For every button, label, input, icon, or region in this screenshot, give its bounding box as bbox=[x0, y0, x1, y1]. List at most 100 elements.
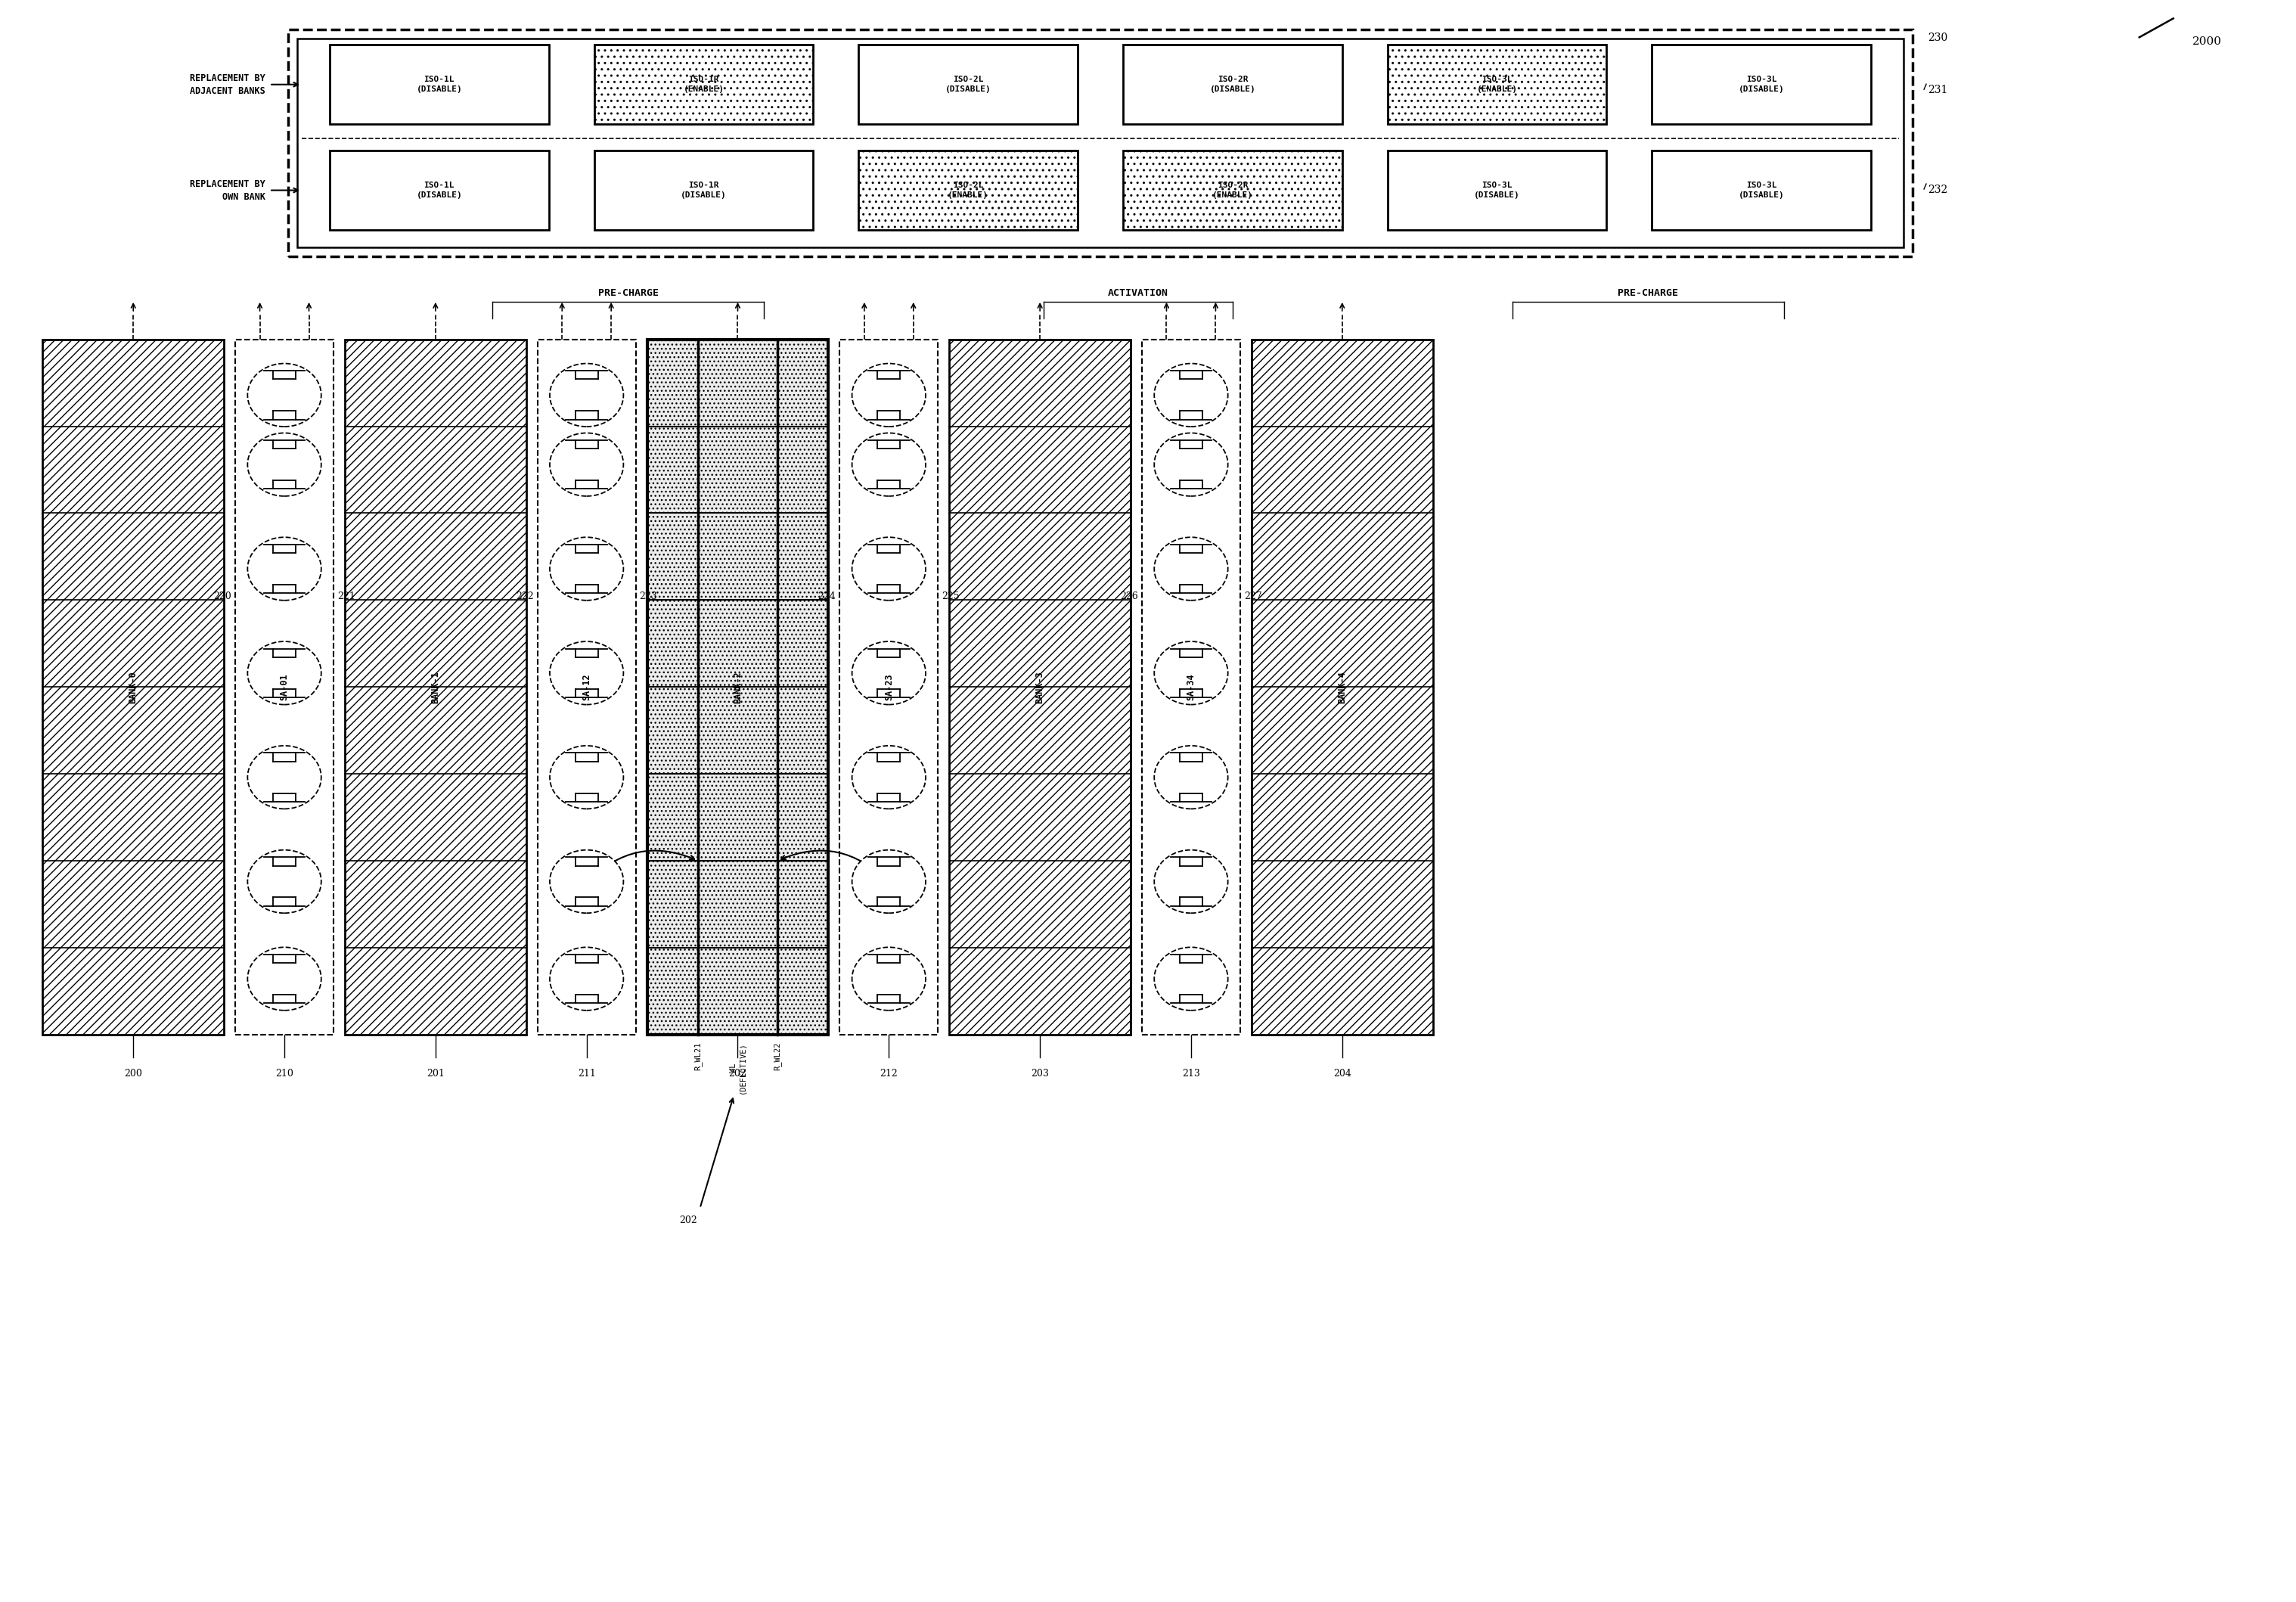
Ellipse shape bbox=[549, 364, 625, 426]
Ellipse shape bbox=[549, 947, 625, 1011]
Bar bbox=[234, 340, 333, 1035]
Text: R_WL21: R_WL21 bbox=[693, 1041, 703, 1070]
Text: ISO-3L
(DISABLE): ISO-3L (DISABLE) bbox=[1738, 181, 1784, 199]
Text: 204: 204 bbox=[1334, 1069, 1352, 1078]
Ellipse shape bbox=[248, 745, 321, 809]
Text: BANK-4: BANK-4 bbox=[1336, 671, 1348, 703]
Ellipse shape bbox=[248, 641, 321, 705]
Bar bbox=[1123, 45, 1343, 125]
Text: 225: 225 bbox=[941, 591, 960, 601]
Ellipse shape bbox=[248, 364, 321, 426]
Text: 220: 220 bbox=[214, 591, 232, 601]
Text: 2000: 2000 bbox=[2193, 37, 2223, 46]
Ellipse shape bbox=[248, 433, 321, 497]
Ellipse shape bbox=[852, 433, 925, 497]
Text: 222: 222 bbox=[517, 591, 533, 601]
Text: 232: 232 bbox=[1929, 184, 1947, 195]
Bar bbox=[1651, 45, 1871, 125]
Text: SA-34: SA-34 bbox=[1187, 673, 1196, 700]
Text: 200: 200 bbox=[124, 1069, 142, 1078]
Bar bbox=[1141, 340, 1240, 1035]
Ellipse shape bbox=[549, 745, 625, 809]
Text: ISO-2R
(ENABLE): ISO-2R (ENABLE) bbox=[1212, 181, 1254, 199]
Ellipse shape bbox=[1155, 947, 1228, 1011]
Text: PRE-CHARGE: PRE-CHARGE bbox=[597, 288, 659, 298]
Text: BANK-1: BANK-1 bbox=[432, 671, 441, 703]
Text: 226: 226 bbox=[1120, 591, 1139, 601]
Text: ISO-1L
(DISABLE): ISO-1L (DISABLE) bbox=[416, 75, 461, 93]
Ellipse shape bbox=[248, 851, 321, 913]
Text: BANK-3: BANK-3 bbox=[1035, 671, 1045, 703]
Ellipse shape bbox=[852, 745, 925, 809]
Text: ISO-3L
(DISABLE): ISO-3L (DISABLE) bbox=[1474, 181, 1520, 199]
Ellipse shape bbox=[1155, 851, 1228, 913]
Text: SA-12: SA-12 bbox=[581, 673, 592, 700]
Bar bbox=[859, 151, 1077, 231]
Bar bbox=[1651, 151, 1871, 231]
Text: ISO-3L
(DISABLE): ISO-3L (DISABLE) bbox=[1738, 75, 1784, 93]
Text: 210: 210 bbox=[276, 1069, 294, 1078]
Text: ISO-1L
(DISABLE): ISO-1L (DISABLE) bbox=[416, 181, 461, 199]
Bar bbox=[1387, 45, 1607, 125]
Ellipse shape bbox=[248, 947, 321, 1011]
Bar bbox=[647, 340, 829, 1035]
Bar bbox=[537, 340, 636, 1035]
Bar bbox=[859, 45, 1077, 125]
Text: 223: 223 bbox=[641, 591, 657, 601]
Bar bbox=[1123, 151, 1343, 231]
Bar bbox=[331, 45, 549, 125]
Ellipse shape bbox=[852, 947, 925, 1011]
Text: REPLACEMENT BY
OWN BANK: REPLACEMENT BY OWN BANK bbox=[191, 179, 266, 202]
Text: ISO-3L
(ENABLE): ISO-3L (ENABLE) bbox=[1476, 75, 1518, 93]
Ellipse shape bbox=[1155, 364, 1228, 426]
Bar bbox=[948, 340, 1130, 1035]
Ellipse shape bbox=[1155, 745, 1228, 809]
Ellipse shape bbox=[852, 641, 925, 705]
Text: 213: 213 bbox=[1182, 1069, 1201, 1078]
Bar bbox=[289, 30, 1913, 256]
Text: ISO-2L
(ENABLE): ISO-2L (ENABLE) bbox=[948, 181, 990, 199]
Ellipse shape bbox=[1155, 537, 1228, 601]
Text: 201: 201 bbox=[427, 1069, 445, 1078]
Ellipse shape bbox=[549, 851, 625, 913]
Bar bbox=[331, 151, 549, 231]
Text: 227: 227 bbox=[1244, 591, 1263, 601]
Bar bbox=[1251, 340, 1433, 1035]
Text: 202: 202 bbox=[728, 1069, 746, 1078]
Text: R_WL22: R_WL22 bbox=[774, 1041, 781, 1070]
Text: BANK-2: BANK-2 bbox=[732, 671, 742, 703]
Text: 211: 211 bbox=[579, 1069, 595, 1078]
Text: ISO-2R
(DISABLE): ISO-2R (DISABLE) bbox=[1210, 75, 1256, 93]
Text: 231: 231 bbox=[1929, 85, 1947, 96]
Text: 230: 230 bbox=[1929, 32, 1947, 43]
Bar bbox=[344, 340, 526, 1035]
Ellipse shape bbox=[852, 851, 925, 913]
Text: SA-01: SA-01 bbox=[280, 673, 289, 700]
Text: 221: 221 bbox=[338, 591, 356, 601]
Text: 202: 202 bbox=[680, 1216, 698, 1226]
Bar bbox=[296, 38, 1903, 247]
Ellipse shape bbox=[1155, 641, 1228, 705]
Bar bbox=[840, 340, 939, 1035]
Bar bbox=[595, 45, 813, 125]
Text: PRE-CHARGE: PRE-CHARGE bbox=[1619, 288, 1678, 298]
Bar bbox=[44, 340, 225, 1035]
Text: SA-23: SA-23 bbox=[884, 673, 893, 700]
Text: ACTIVATION: ACTIVATION bbox=[1109, 288, 1169, 298]
Ellipse shape bbox=[852, 537, 925, 601]
Text: 224: 224 bbox=[817, 591, 836, 601]
Bar bbox=[595, 151, 813, 231]
Text: REPLACEMENT BY
ADJACENT BANKS: REPLACEMENT BY ADJACENT BANKS bbox=[191, 74, 266, 96]
Ellipse shape bbox=[248, 537, 321, 601]
Text: ISO-1R
(DISABLE): ISO-1R (DISABLE) bbox=[680, 181, 728, 199]
Text: BANK-0: BANK-0 bbox=[129, 671, 138, 703]
Ellipse shape bbox=[549, 641, 625, 705]
Ellipse shape bbox=[852, 364, 925, 426]
Text: ISO-2L
(DISABLE): ISO-2L (DISABLE) bbox=[946, 75, 992, 93]
Ellipse shape bbox=[1155, 433, 1228, 497]
Text: WL
(DEFECTIVE): WL (DEFECTIVE) bbox=[730, 1041, 746, 1094]
Text: ISO-1R
(ENABLE): ISO-1R (ENABLE) bbox=[684, 75, 723, 93]
Ellipse shape bbox=[549, 537, 625, 601]
Text: 203: 203 bbox=[1031, 1069, 1049, 1078]
Text: 212: 212 bbox=[879, 1069, 898, 1078]
